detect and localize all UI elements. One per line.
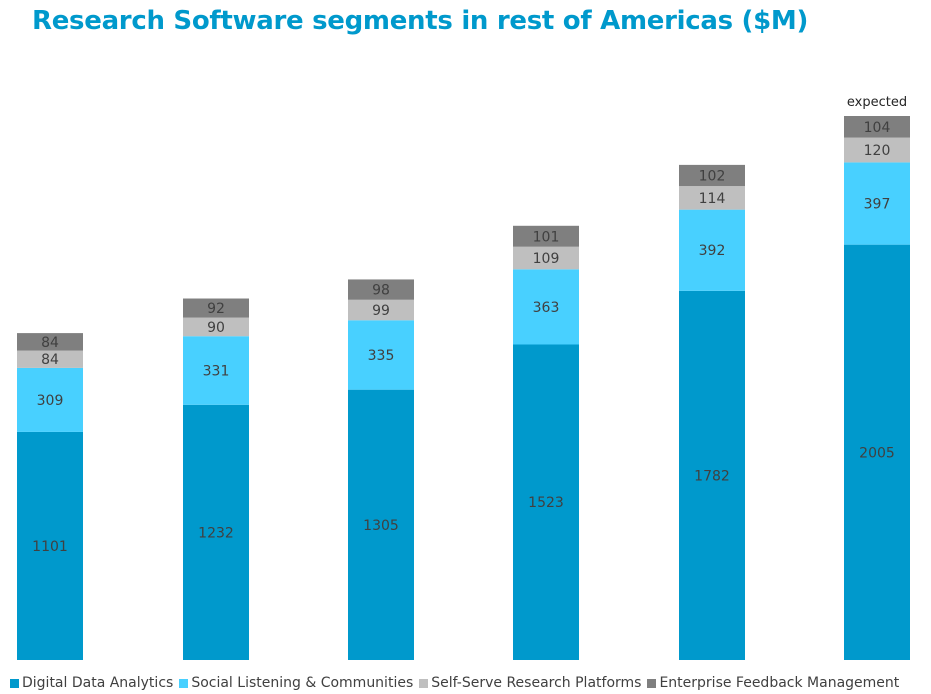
legend-swatch	[419, 678, 429, 688]
data-label: 309	[37, 393, 64, 409]
bar-segment-2-6	[844, 162, 910, 245]
legend-label: Social Listening & Communities	[191, 675, 414, 691]
data-label: 335	[368, 348, 395, 364]
bar-segment-2-1	[17, 367, 83, 432]
bar-segment-3-2	[183, 317, 249, 337]
bar-segment-3-6	[844, 137, 910, 163]
bar-segment-2-3	[348, 320, 414, 390]
data-label: 331	[203, 363, 230, 379]
data-label: 397	[864, 197, 891, 213]
chart-title: Research Software segments in rest of Am…	[32, 6, 809, 36]
legend-label: Enterprise Feedback Management	[659, 675, 900, 691]
bar-segment-1-1	[17, 431, 83, 660]
bar-segment-3-5	[679, 186, 745, 210]
bar-segment-2-5	[679, 209, 745, 291]
data-label: 84	[41, 352, 59, 368]
bar-segment-2-2	[183, 336, 249, 405]
data-label: 1305	[363, 518, 399, 534]
data-label: 101	[533, 229, 560, 245]
bar-segment-4-3	[348, 279, 414, 300]
data-label: 392	[699, 243, 726, 259]
bar-segment-4-2	[183, 298, 249, 318]
data-label: 120	[864, 143, 891, 159]
bar-segment-4-4	[513, 225, 579, 247]
data-label: 98	[372, 283, 390, 299]
legend-swatch	[179, 678, 189, 688]
data-label: 363	[533, 300, 560, 316]
legend-item: Self-Serve Research Platforms	[419, 675, 641, 691]
legend-label: Self-Serve Research Platforms	[431, 675, 642, 691]
data-label: 84	[41, 335, 59, 351]
bar-segment-1-2	[183, 404, 249, 660]
data-label: 109	[533, 251, 560, 267]
data-label: 99	[372, 303, 390, 319]
bar-segment-1-3	[348, 389, 414, 660]
bar-segment-1-6	[844, 244, 910, 660]
data-label: 114	[699, 191, 726, 207]
legend-item: Enterprise Feedback Management	[647, 675, 899, 691]
legend: Digital Data Analytics Social Listening &…	[10, 675, 905, 691]
data-label: 102	[699, 168, 726, 184]
data-label: 1232	[198, 525, 234, 541]
data-label: 1101	[32, 539, 68, 555]
legend-item: Digital Data Analytics	[10, 675, 173, 691]
data-label: 2005	[859, 445, 895, 461]
bar-segment-1-4	[513, 344, 579, 660]
data-label: 92	[207, 301, 225, 317]
bar-segment-4-5	[679, 164, 745, 187]
data-label: 90	[207, 320, 225, 336]
bar-segment-4-6	[844, 116, 910, 138]
data-label: 104	[864, 120, 891, 136]
data-label: 1523	[528, 495, 564, 511]
data-label: 1782	[694, 468, 730, 484]
legend-label: Digital Data Analytics	[22, 675, 174, 691]
bar-segment-3-3	[348, 299, 414, 321]
bar-segment-3-4	[513, 246, 579, 270]
legend-item: Social Listening & Communities	[179, 675, 413, 691]
annotation-expected: expected	[847, 95, 907, 110]
bar-segment-2-4	[513, 269, 579, 345]
legend-swatch	[10, 678, 19, 688]
bar-segment-3-1	[17, 350, 83, 368]
bar-segment-1-5	[679, 290, 745, 660]
legend-swatch	[647, 678, 657, 688]
bar-segment-4-1	[17, 333, 83, 351]
